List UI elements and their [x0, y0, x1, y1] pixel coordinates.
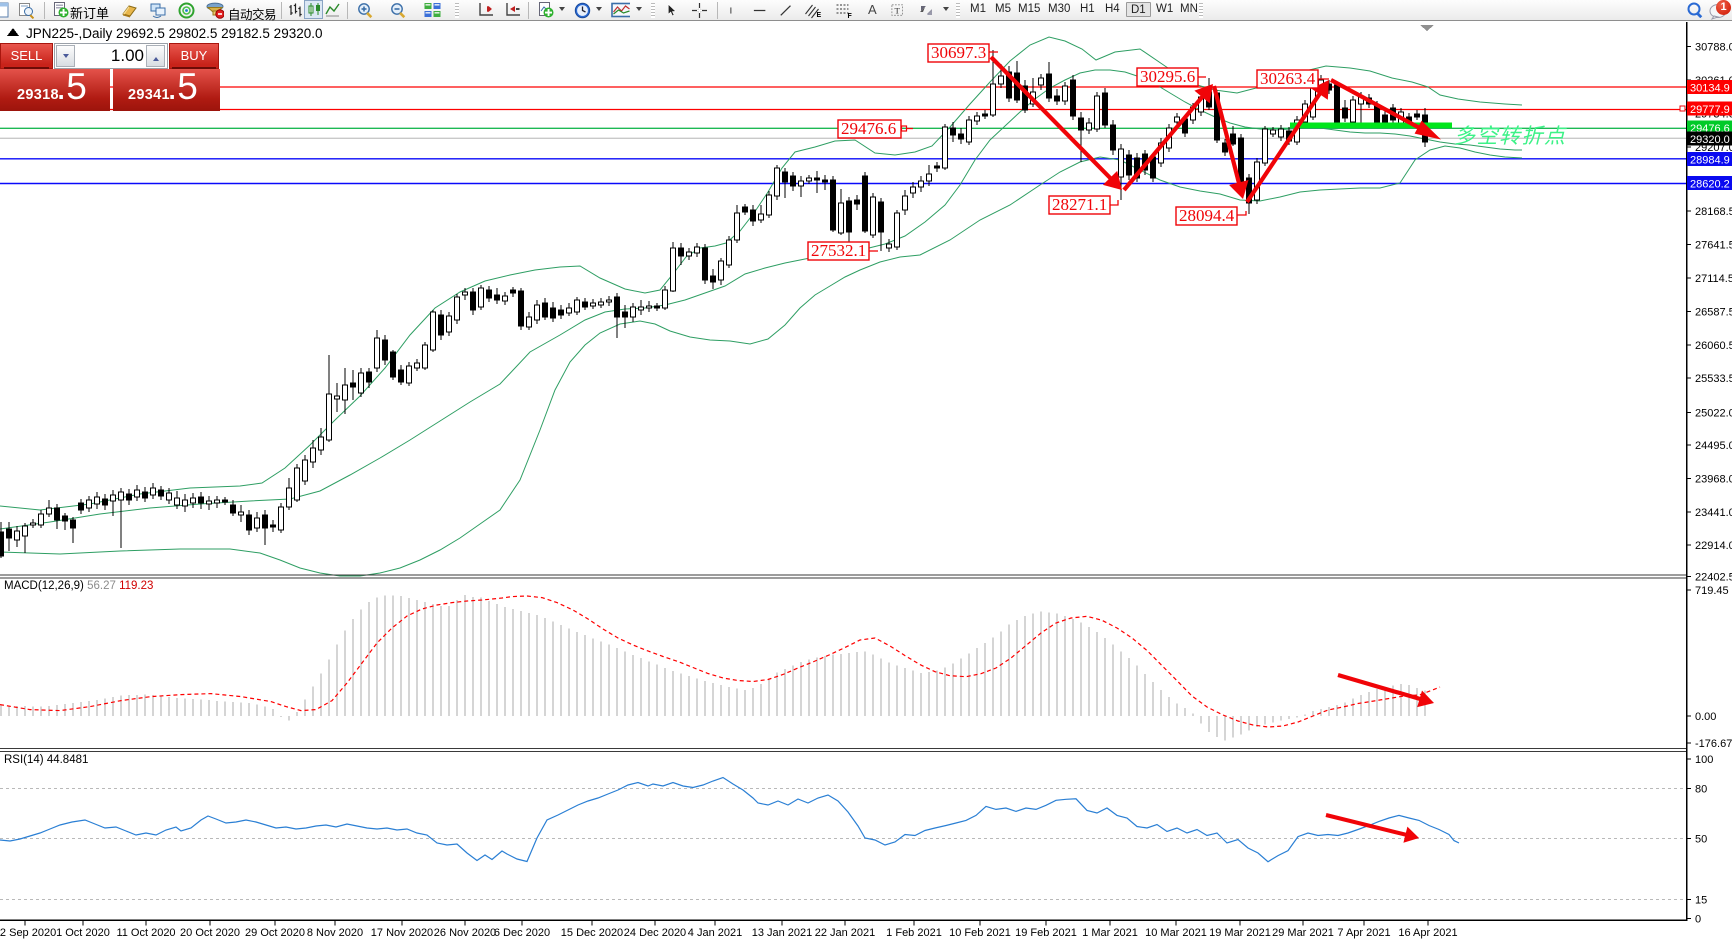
- svg-text:19 Mar 2021: 19 Mar 2021: [1209, 927, 1271, 939]
- svg-text:0.00: 0.00: [1695, 711, 1716, 723]
- svg-text:16 Apr 2021: 16 Apr 2021: [1398, 927, 1457, 939]
- svg-text:28094.4: 28094.4: [1179, 206, 1235, 225]
- svg-text:F: F: [848, 13, 853, 19]
- svg-text:22914.0: 22914.0: [1695, 540, 1732, 552]
- svg-text:0: 0: [1695, 913, 1701, 925]
- svg-text:25022.0: 25022.0: [1695, 408, 1732, 420]
- svg-text:28271.1: 28271.1: [1052, 195, 1107, 214]
- svg-text:15: 15: [1695, 894, 1707, 906]
- svg-text:22402.5: 22402.5: [1695, 571, 1732, 583]
- svg-text:7 Apr 2021: 7 Apr 2021: [1337, 927, 1390, 939]
- svg-text:4 Jan 2021: 4 Jan 2021: [688, 927, 742, 939]
- svg-text:23968.0: 23968.0: [1695, 473, 1732, 485]
- svg-text:1 Feb 2021: 1 Feb 2021: [886, 927, 942, 939]
- svg-text:24495.0: 24495.0: [1695, 440, 1732, 452]
- svg-text:29 Oct 2020: 29 Oct 2020: [245, 927, 305, 939]
- svg-text:RSI(14) 44.8481: RSI(14) 44.8481: [4, 754, 88, 766]
- svg-text:29777.9: 29777.9: [1690, 104, 1730, 116]
- svg-text:80: 80: [1695, 783, 1707, 795]
- svg-text:1 Mar 2021: 1 Mar 2021: [1082, 927, 1138, 939]
- svg-text:30134.9: 30134.9: [1690, 83, 1730, 95]
- svg-text:T: T: [895, 6, 901, 16]
- svg-text:20 Oct 2020: 20 Oct 2020: [180, 927, 240, 939]
- svg-text:24 Dec 2020: 24 Dec 2020: [624, 927, 686, 939]
- svg-text:29320.0: 29320.0: [1690, 134, 1730, 146]
- svg-text:50: 50: [1695, 834, 1707, 846]
- svg-text:30263.4: 30263.4: [1260, 69, 1316, 88]
- svg-text:29476.6: 29476.6: [841, 119, 896, 138]
- svg-text:100: 100: [1695, 754, 1713, 766]
- svg-text:22 Sep 2020: 22 Sep 2020: [0, 927, 56, 939]
- svg-text:11 Oct 2020: 11 Oct 2020: [116, 927, 175, 939]
- svg-text:26060.5: 26060.5: [1695, 340, 1732, 352]
- svg-text:8 Nov 2020: 8 Nov 2020: [307, 927, 363, 939]
- svg-text:-176.67: -176.67: [1695, 738, 1732, 750]
- svg-text:22 Jan 2021: 22 Jan 2021: [815, 927, 876, 939]
- svg-text:30788.0: 30788.0: [1695, 42, 1732, 54]
- svg-text:6 Dec 2020: 6 Dec 2020: [494, 927, 550, 939]
- svg-text:19 Feb 2021: 19 Feb 2021: [1015, 927, 1077, 939]
- svg-text:27641.5: 27641.5: [1695, 240, 1732, 252]
- svg-text:28620.2: 28620.2: [1690, 179, 1730, 191]
- svg-text:MACD(12,26,9) 56.27 119.23: MACD(12,26,9) 56.27 119.23: [4, 580, 153, 592]
- svg-text:JPN225-,Daily 29692.5 29802.5: JPN225-,Daily 29692.5 29802.5 29182.5 29…: [26, 26, 322, 41]
- svg-text:30697.3: 30697.3: [931, 43, 986, 62]
- svg-text:27114.5: 27114.5: [1695, 273, 1732, 285]
- svg-text:23441.0: 23441.0: [1695, 507, 1732, 519]
- svg-text:25533.5: 25533.5: [1695, 373, 1732, 385]
- svg-text:29 Mar 2021: 29 Mar 2021: [1272, 927, 1334, 939]
- svg-text:28168.5: 28168.5: [1695, 206, 1732, 218]
- svg-text:719.45: 719.45: [1695, 585, 1729, 597]
- svg-text:17 Nov 2020: 17 Nov 2020: [371, 927, 433, 939]
- svg-text:27532.1: 27532.1: [811, 241, 866, 260]
- svg-text:28984.9: 28984.9: [1690, 154, 1730, 166]
- svg-text:E: E: [817, 12, 822, 19]
- svg-text:26 Nov 2020: 26 Nov 2020: [434, 927, 496, 939]
- svg-text:多空转折点: 多空转折点: [1454, 125, 1567, 148]
- svg-text:13 Jan 2021: 13 Jan 2021: [752, 927, 813, 939]
- svg-text:10 Feb 2021: 10 Feb 2021: [949, 927, 1011, 939]
- svg-text:1 Oct 2020: 1 Oct 2020: [56, 927, 110, 939]
- svg-text:15 Dec 2020: 15 Dec 2020: [561, 927, 623, 939]
- svg-text:30295.6: 30295.6: [1140, 67, 1195, 86]
- svg-text:10 Mar 2021: 10 Mar 2021: [1145, 927, 1207, 939]
- svg-text:26587.5: 26587.5: [1695, 306, 1732, 318]
